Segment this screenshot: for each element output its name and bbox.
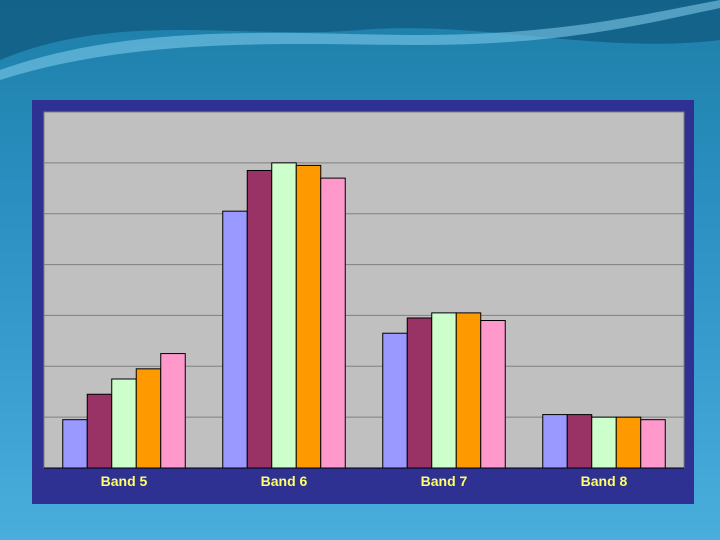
bar	[382, 332, 408, 469]
x-tick-label: Band 7	[421, 473, 468, 489]
bar	[62, 419, 88, 469]
bar	[455, 312, 482, 469]
bar	[295, 164, 322, 469]
bar	[640, 419, 666, 469]
bar	[160, 353, 186, 469]
x-tick-label: Band 8	[581, 473, 628, 489]
bar	[271, 162, 297, 469]
bar	[406, 317, 433, 469]
bar	[480, 320, 506, 469]
slide-wave-light	[0, 0, 720, 80]
chart-frame: Band 5 Band 6 Band 7 Band 8	[32, 100, 694, 504]
bar	[431, 312, 457, 469]
bar	[135, 368, 162, 469]
bar	[566, 414, 593, 469]
x-tick-label: Band 6	[261, 473, 308, 489]
bar	[86, 393, 113, 469]
slide-wave-top	[0, 0, 720, 60]
bar	[542, 414, 568, 469]
bar	[246, 169, 273, 469]
bar	[615, 416, 642, 469]
bar	[222, 210, 248, 469]
x-tick-label: Band 5	[101, 473, 148, 489]
bar-chart: Band 5 Band 6 Band 7 Band 8	[43, 111, 685, 489]
bar	[320, 177, 346, 469]
bar	[591, 416, 617, 469]
bar	[111, 378, 137, 469]
